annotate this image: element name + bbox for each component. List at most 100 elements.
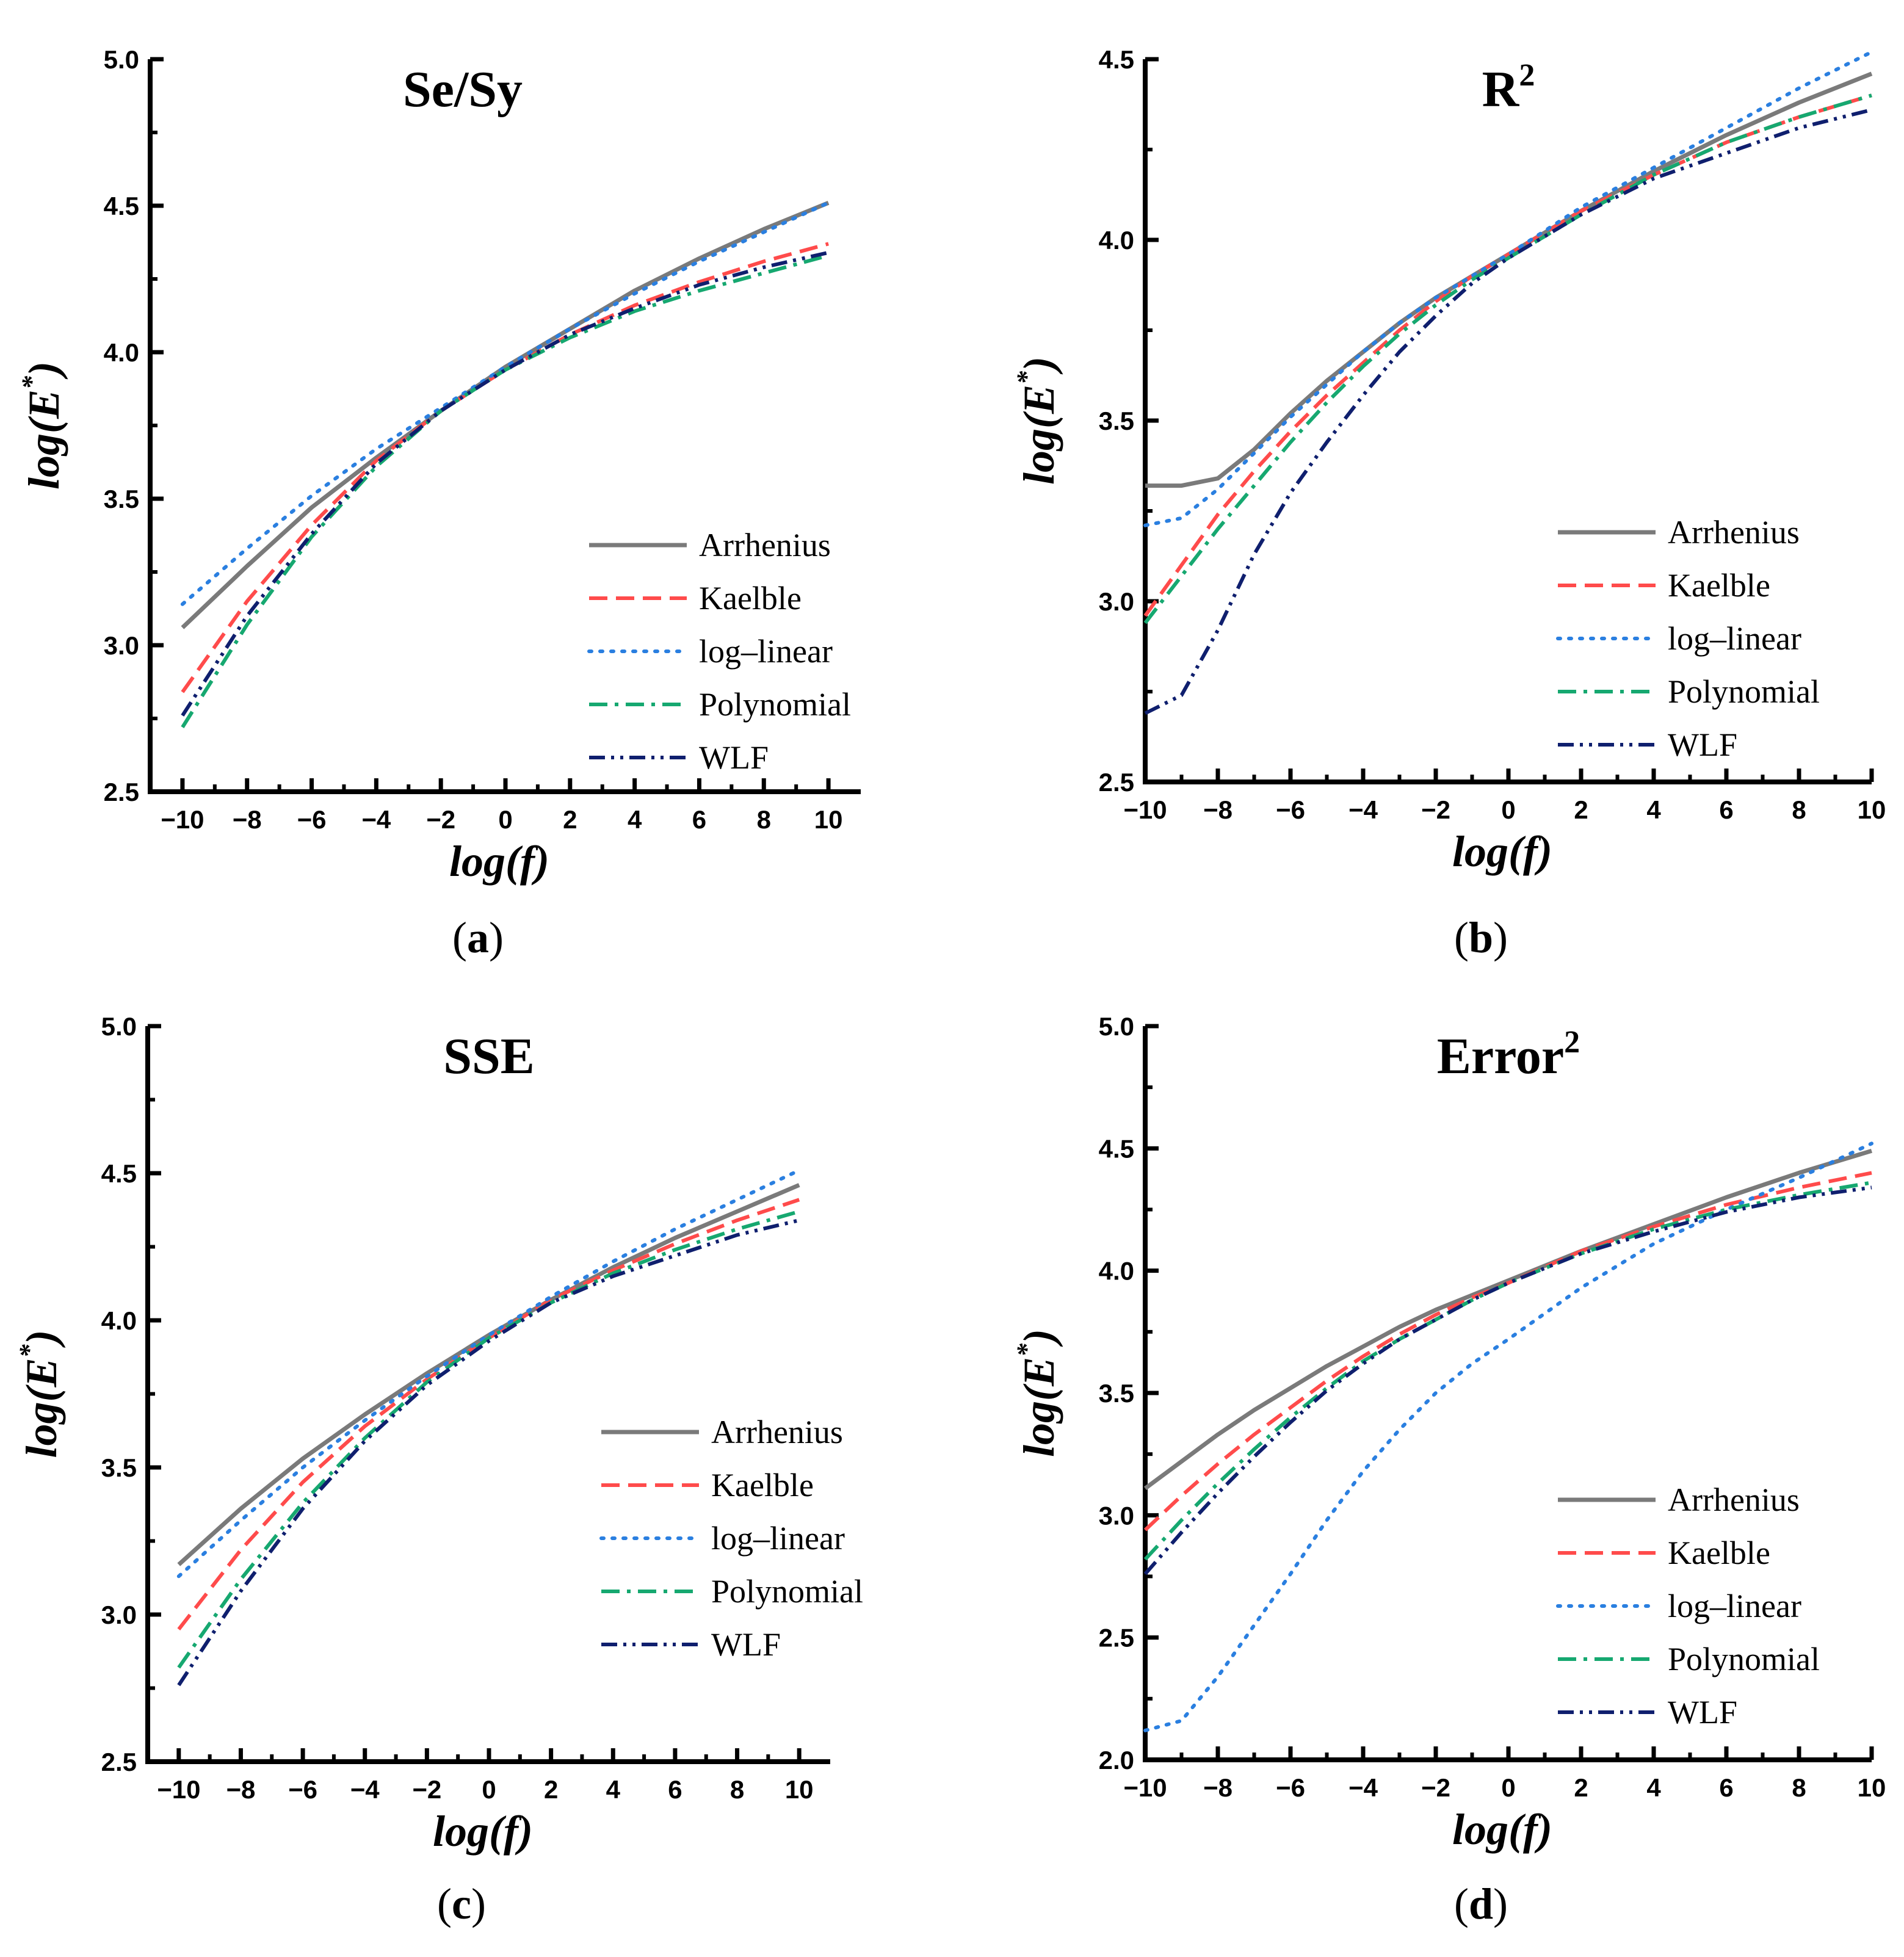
- x-tick-label: −4: [350, 1775, 380, 1804]
- panel-caption-letter: a: [467, 913, 489, 962]
- x-tick-label: −2: [426, 805, 455, 834]
- panel-caption-letter: b: [1469, 913, 1493, 962]
- legend-label-polynomial: Polynomial: [1668, 1641, 1820, 1677]
- x-tick-label: −6: [1276, 1773, 1305, 1802]
- chart-title-text: Se/Sy: [403, 61, 523, 118]
- chart-panel-a: 2.5 3.0 3.5 4.0 4.5 5.0 −10 −8 −6 −4 −2 0 2 4 6 8 10 Se/S…: [0, 0, 952, 978]
- legend-label-log-linear: log–linear: [1668, 1588, 1801, 1624]
- y-tick-label: 3.5: [1099, 1379, 1134, 1408]
- y-tick-label: 3.0: [104, 631, 139, 660]
- series-line-kaelble: [1143, 1171, 1872, 1532]
- series-line-log-linear: [1143, 1141, 1873, 1732]
- legend-label-arrhenius: Arrhenius: [699, 527, 831, 563]
- y-tick-label: 2.5: [101, 1748, 137, 1776]
- y-tick-label: 5.0: [1099, 1012, 1134, 1041]
- y-tick-label: 3.0: [1099, 1501, 1134, 1530]
- panel-caption: (a): [452, 913, 504, 962]
- x-tick-label: 8: [1792, 795, 1806, 824]
- series-line-polynomial: [177, 1209, 800, 1669]
- y-tick-label: 3.0: [101, 1601, 137, 1629]
- x-tick-label: 2: [1574, 795, 1588, 824]
- legend-label-log-linear: log–linear: [1668, 620, 1801, 657]
- x-axis-title: log(f): [1452, 827, 1552, 876]
- series-line-polynomial: [1143, 93, 1872, 624]
- x-tick-label: −10: [1123, 795, 1167, 824]
- legend-label-arrhenius: Arrhenius: [1668, 1481, 1800, 1518]
- y-tick-label: 4.5: [101, 1159, 137, 1188]
- x-tick-label: 4: [606, 1775, 621, 1804]
- y-tick-label: 3.0: [1099, 587, 1134, 616]
- legend-label-polynomial: Polynomial: [711, 1573, 863, 1610]
- x-tick-label: 0: [1501, 1773, 1515, 1802]
- y-axis-title: log(E*): [14, 1330, 66, 1458]
- x-tick-label: −8: [1203, 1773, 1233, 1802]
- x-tick-label: 2: [544, 1775, 558, 1804]
- x-tick-label: −6: [297, 805, 327, 834]
- legend-label-wlf: WLF: [711, 1626, 781, 1663]
- panel-caption: (b): [1454, 913, 1508, 962]
- chart-panel-c: 2.5 3.0 3.5 4.0 4.5 5.0 −10 −8 −6 −4 −2 0 2 4 6 8 10 SSE l…: [0, 978, 952, 1957]
- legend-label-kaelble: Kaelble: [711, 1467, 814, 1503]
- series-line-arrhenius: [181, 200, 830, 629]
- panel-caption: (c): [437, 1879, 486, 1928]
- y-tick-label: 4.0: [1099, 1257, 1134, 1286]
- x-tick-label: 4: [628, 805, 642, 834]
- x-tick-label: −4: [1348, 795, 1378, 824]
- x-axis-title: log(f): [1452, 1805, 1552, 1854]
- x-tick-label: −10: [161, 805, 204, 834]
- x-tick-label: 10: [1858, 1773, 1886, 1802]
- x-tick-label: −2: [412, 1775, 441, 1804]
- x-tick-label: 2: [1574, 1773, 1588, 1802]
- y-tick-label: 2.5: [104, 778, 139, 806]
- x-tick-label: −4: [1348, 1773, 1378, 1802]
- legend-label-wlf: WLF: [699, 739, 769, 776]
- y-tick-label: 4.5: [104, 192, 139, 220]
- x-tick-label: −8: [1203, 795, 1233, 824]
- x-tick-label: −8: [226, 1775, 256, 1804]
- y-axis-title: log(E*): [1012, 1329, 1063, 1457]
- x-tick-label: −6: [1276, 795, 1305, 824]
- series-line-wlf: [177, 1218, 800, 1687]
- x-tick-label: 4: [1646, 795, 1661, 824]
- x-axis-title: log(f): [449, 837, 549, 886]
- y-tick-label: 5.0: [104, 45, 139, 74]
- x-tick-label: −10: [157, 1775, 200, 1804]
- x-tick-label: 8: [757, 805, 771, 834]
- legend-label-arrhenius: Arrhenius: [1668, 514, 1800, 551]
- series-line-polynomial: [181, 253, 829, 728]
- x-tick-label: 10: [814, 805, 843, 834]
- x-tick-label: −6: [288, 1775, 317, 1804]
- chart-title-superscript: 2: [1519, 58, 1535, 93]
- y-tick-label: 4.0: [104, 338, 139, 367]
- x-tick-label: 10: [1858, 795, 1886, 824]
- x-tick-label: −4: [361, 805, 391, 834]
- legend-label-wlf: WLF: [1668, 726, 1737, 763]
- chart-title: R2: [1482, 58, 1535, 118]
- x-tick-label: 0: [482, 1775, 496, 1804]
- series-line-log-linear: [1143, 50, 1873, 527]
- x-tick-label: 4: [1646, 1773, 1661, 1802]
- x-tick-label: 6: [1719, 1773, 1733, 1802]
- y-axis-title: log(E*): [1012, 356, 1063, 485]
- y-tick-label: 2.0: [1099, 1746, 1134, 1774]
- chart-title: Error2: [1437, 1025, 1580, 1085]
- series-line-wlf: [1143, 1185, 1872, 1575]
- y-axis-title: log(E*): [16, 361, 68, 490]
- y-tick-label: 3.5: [101, 1453, 137, 1482]
- legend-label-polynomial: Polynomial: [699, 686, 851, 723]
- x-tick-label: 8: [730, 1775, 744, 1804]
- chart-title-text: R: [1482, 61, 1520, 118]
- series-line-kaelble: [177, 1198, 800, 1630]
- x-tick-label: −10: [1123, 1773, 1167, 1802]
- panel-caption: (d): [1454, 1879, 1508, 1928]
- x-tick-label: 6: [1719, 795, 1733, 824]
- y-tick-label: 4.5: [1099, 45, 1134, 74]
- y-tick-label: 2.5: [1099, 1624, 1134, 1652]
- chart-title-text: Error: [1437, 1028, 1564, 1085]
- series-line-arrhenius: [1143, 1148, 1873, 1491]
- y-tick-label: 5.0: [101, 1012, 137, 1041]
- x-tick-label: −2: [1421, 795, 1450, 824]
- chart-title: Se/Sy: [403, 61, 523, 118]
- chart-title-superscript: 2: [1564, 1025, 1580, 1060]
- x-tick-label: −2: [1421, 1773, 1450, 1802]
